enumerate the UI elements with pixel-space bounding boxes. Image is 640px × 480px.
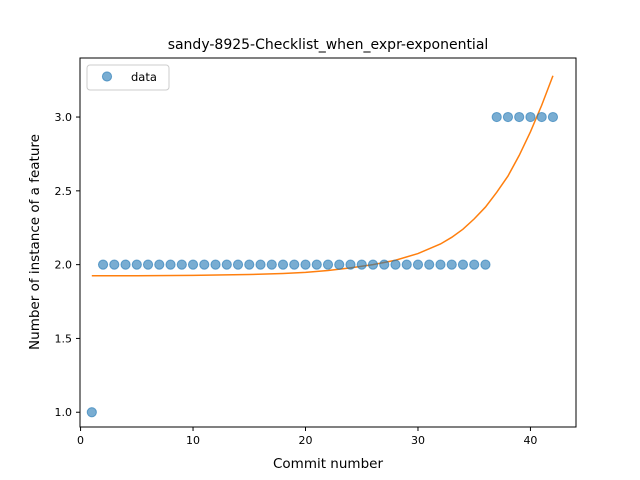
data-point [514,111,525,123]
data-point [300,259,311,270]
fit-line-layer [91,75,554,277]
data-point [154,259,165,270]
data-point [277,259,289,270]
data-point [86,407,97,418]
data-point [120,259,131,270]
fit-line [91,75,554,277]
x-tick-label: 30 [411,434,425,447]
y-tick-label: 1.0 [55,406,73,419]
data-point [187,259,199,270]
data-point [142,259,154,270]
data-point [289,259,300,270]
data-point [491,111,502,123]
data-point [176,259,187,270]
data-point [424,259,435,270]
y-tick-label: 2.0 [55,259,73,272]
data-point [334,259,345,270]
data-point [232,259,244,270]
data-points-layer [86,111,559,418]
x-tick-label: 20 [299,434,313,447]
data-point [502,111,514,123]
data-point [165,259,176,270]
data-point [412,259,424,270]
data-point [97,259,109,270]
data-point [525,111,536,123]
y-tick-label: 3.0 [55,111,73,124]
data-point [547,111,559,123]
data-point [536,111,547,123]
y-axis: 1.0 1.5 2.0 2.5 3.0 [55,111,80,419]
x-tick-label: 0 [77,434,84,447]
data-point [390,259,401,270]
legend-box [86,64,170,91]
data-point [109,259,120,270]
y-axis-label: Number of instance of a feature [27,134,43,350]
legend-marker-data [101,71,113,82]
chart-title: sandy-8925-Checklist_when_expr-exponenti… [168,37,489,53]
data-point [322,259,334,270]
legend: data [86,64,170,91]
data-point [379,259,390,270]
x-axis: 0 10 20 30 40 [77,427,537,447]
y-tick-label: 1.5 [55,332,73,345]
data-point [221,259,232,270]
data-point [345,259,356,270]
data-point [435,259,446,270]
x-tick-label: 10 [186,434,200,447]
y-tick-label: 2.5 [55,185,73,198]
data-point [266,259,277,270]
data-point [199,259,210,270]
x-axis-label: Commit number [273,456,383,472]
data-point [210,259,221,270]
data-point [401,259,412,270]
data-point [457,259,469,270]
legend-label-data: data [131,70,157,84]
data-point [446,259,457,270]
data-point [367,259,379,270]
data-point [244,259,255,270]
plot-frame [79,57,577,428]
data-point [255,259,266,270]
data-point [131,259,142,270]
x-tick-label: 40 [523,434,537,447]
data-point [480,259,491,270]
data-point [356,259,367,270]
data-point [311,259,322,270]
data-point [469,259,480,270]
